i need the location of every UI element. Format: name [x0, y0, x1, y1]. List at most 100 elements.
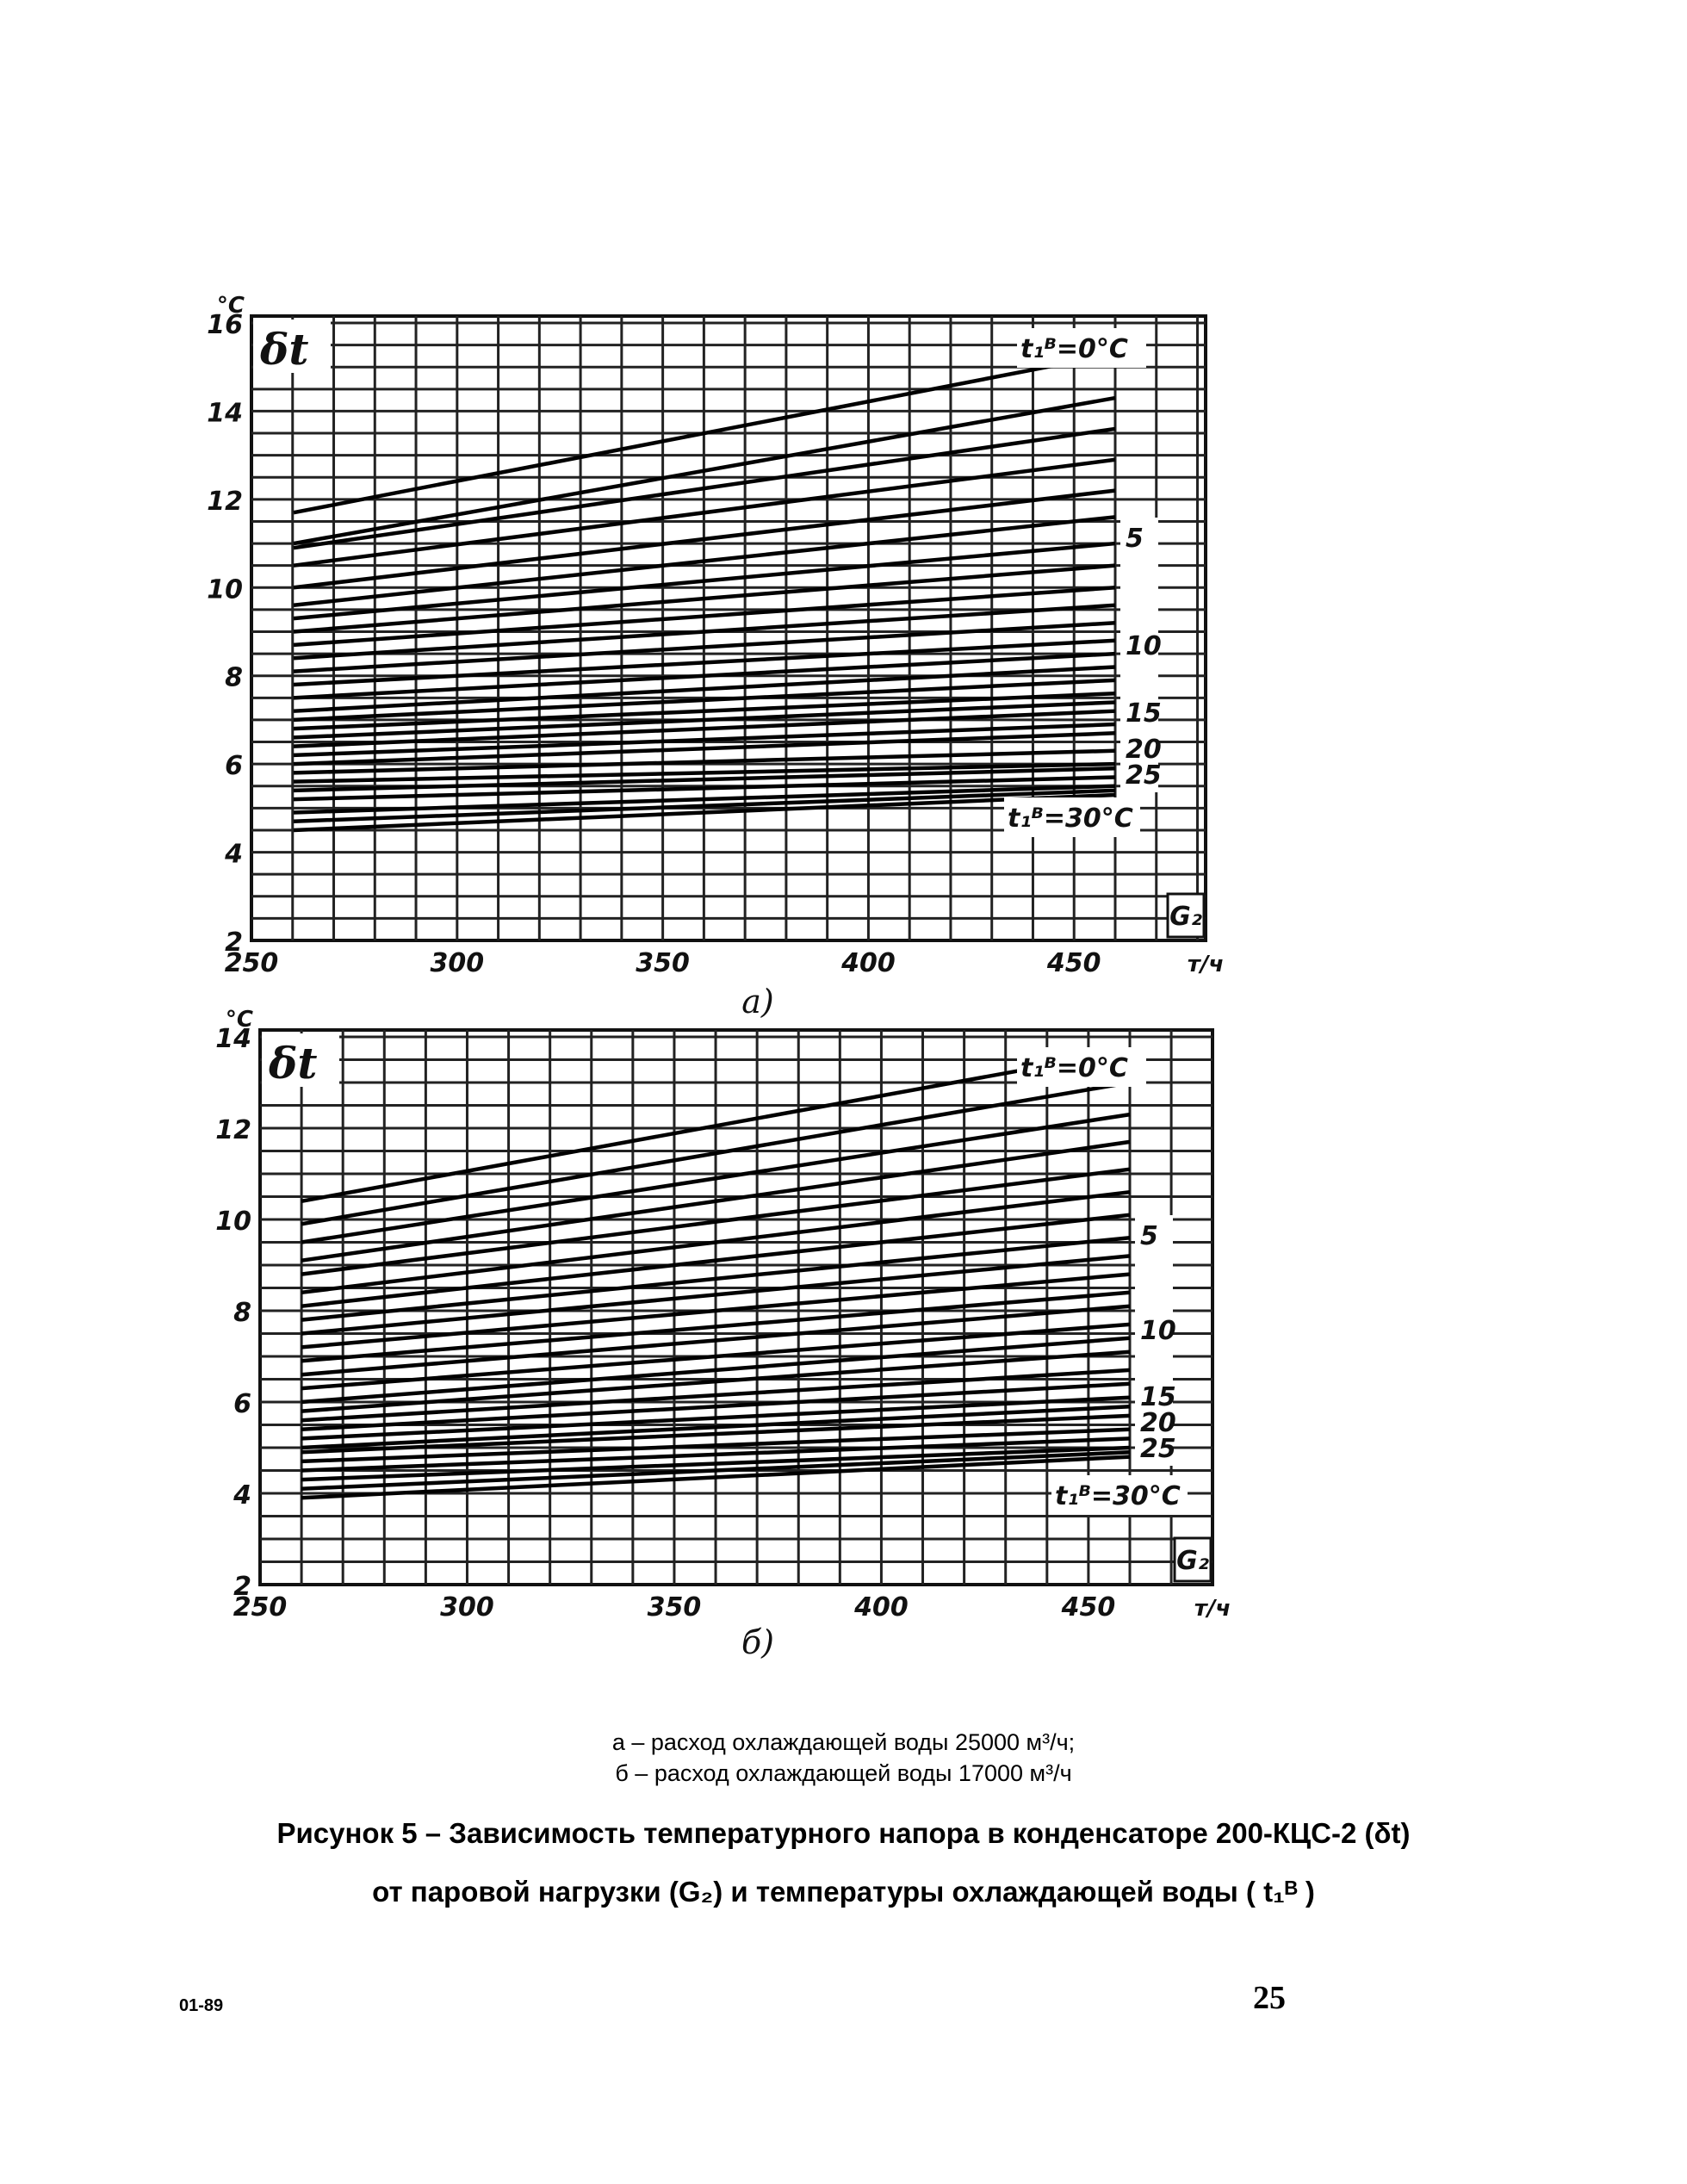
- x-tick-label: 400: [840, 948, 896, 978]
- series-line-22: [293, 761, 1116, 784]
- footer-code: 01-89: [179, 1996, 224, 2015]
- page-number: 25: [1253, 1980, 1286, 2016]
- top-label-bg: [1017, 1047, 1146, 1087]
- x-tick-label: 450: [1061, 1592, 1116, 1622]
- legend: а – расход охлаждающей воды 25000 м³/ч; …: [0, 1727, 1687, 1789]
- series-line-12: [293, 638, 1116, 687]
- series-line-10: [293, 603, 1116, 661]
- y-tick-label: 10: [215, 1207, 251, 1237]
- x-tick-label: 400: [853, 1592, 909, 1622]
- series-line-3: [301, 1112, 1131, 1244]
- x-tick-label: 350: [648, 1592, 702, 1622]
- y-label-bg: [262, 1033, 339, 1087]
- panel-label: б): [741, 1623, 774, 1661]
- series-line-5: [293, 488, 1116, 590]
- series-line-18: [301, 1395, 1131, 1441]
- series-line-26: [293, 788, 1116, 823]
- right-series-label: 20: [1140, 1408, 1176, 1438]
- x-tick-label: 250: [225, 948, 279, 978]
- series-line-25: [301, 1455, 1131, 1500]
- series-line-18: [293, 709, 1116, 748]
- series-line-1: [293, 351, 1116, 515]
- legend-line-b: б – расход охлаждающей воды 17000 м³/ч: [615, 1760, 1072, 1786]
- top-series-label: t₁ᴮ=0°C: [1020, 334, 1128, 364]
- series-line-14: [301, 1336, 1131, 1405]
- series-line-11: [293, 621, 1116, 673]
- series-line-10: [301, 1272, 1131, 1349]
- series-line-21: [301, 1427, 1131, 1464]
- x-label-box: [1166, 892, 1206, 939]
- bottom-label-bg: [1004, 797, 1140, 837]
- series-line-4: [293, 457, 1116, 568]
- bottom-label-bg: [1051, 1475, 1188, 1515]
- y-tick-label: 10: [207, 574, 243, 605]
- y-tick-label: 2: [233, 1572, 251, 1602]
- series-line-16: [301, 1368, 1131, 1423]
- series-line-5: [301, 1167, 1131, 1276]
- x-tick-label: 450: [1046, 948, 1101, 978]
- series-line-11: [301, 1290, 1131, 1363]
- right-series-label: 15: [1126, 698, 1162, 729]
- series-line-19: [293, 722, 1116, 758]
- series-line-9: [301, 1254, 1131, 1336]
- series-line-24: [293, 775, 1116, 802]
- y-tick-label: 2: [225, 928, 243, 958]
- x-tick-label: 250: [233, 1592, 288, 1622]
- series-line-3: [293, 426, 1116, 550]
- x-tick-label: 350: [636, 948, 690, 978]
- series-line-20: [293, 731, 1116, 766]
- y-tick-label: 12: [215, 1115, 251, 1145]
- x-tick-label: 300: [430, 948, 484, 978]
- y-label-bg: [253, 320, 331, 373]
- right-series-label: 25: [1140, 1434, 1176, 1464]
- y-tick-label: 6: [233, 1389, 251, 1419]
- series-line-16: [293, 691, 1116, 731]
- series-line-25: [293, 784, 1116, 815]
- right-series-label: 20: [1126, 735, 1162, 765]
- y-tick-label: 8: [225, 663, 243, 693]
- right-series-label: 5: [1126, 524, 1144, 554]
- y-tick-label: 4: [233, 1480, 251, 1511]
- x-axis-label: G₂: [1176, 1546, 1209, 1576]
- plot-frame: [258, 1028, 1214, 1586]
- series-line-6: [293, 515, 1116, 608]
- series-line-14: [293, 665, 1116, 713]
- series-line-7: [293, 541, 1116, 621]
- series-line-23: [301, 1445, 1131, 1482]
- plot-frame: [250, 314, 1207, 942]
- y-tick-label: 14: [215, 1024, 251, 1054]
- series-line-7: [301, 1213, 1131, 1308]
- series-line-9: [293, 586, 1116, 648]
- x-tick-label: 300: [440, 1592, 494, 1622]
- chart-b: 2 4 6 8 10 12 14 250 300 350 400 450 °C δt G₂ т/ч t₁ᴮ=0°…: [215, 1007, 1231, 1661]
- figure-caption-line2: от паровой нагрузки (G₂) и температуры о…: [372, 1876, 1315, 1908]
- x-unit-label: т/ч: [1194, 1596, 1231, 1622]
- y-axis-label: δt: [268, 1038, 317, 1089]
- y-tick-label: 14: [207, 398, 243, 428]
- right-series-label: 10: [1140, 1316, 1176, 1346]
- top-label-bg: [1017, 328, 1146, 368]
- right-labels-bg: [1135, 1215, 1173, 1466]
- series-line-4: [301, 1139, 1131, 1263]
- series-line-12: [301, 1304, 1131, 1377]
- chart-a: 2 4 6 8 10 12 14 16 250 300 350 400 450 °C δt G₂ т/ч t₁ᴮ=…: [207, 293, 1224, 1021]
- series-line-15: [301, 1349, 1131, 1413]
- figure-caption-line1: Рисунок 5 – Зависимость температурного н…: [276, 1817, 1411, 1849]
- right-series-label: 5: [1140, 1221, 1158, 1251]
- series-line-8: [293, 563, 1116, 634]
- y-tick-label: 4: [224, 840, 243, 870]
- y-tick-label: 8: [233, 1298, 251, 1328]
- series-line-27: [293, 792, 1116, 833]
- right-series-label: 25: [1126, 760, 1162, 791]
- y-tick-label: 16: [207, 310, 243, 340]
- bottom-series-label: t₁ᴮ=30°C: [1055, 1481, 1181, 1511]
- y-tick-label: 12: [207, 487, 243, 517]
- x-unit-label: т/ч: [1188, 952, 1224, 977]
- series-line-17: [293, 700, 1116, 740]
- panel-label: а): [741, 983, 773, 1021]
- x-label-box: [1173, 1536, 1213, 1583]
- series-line-19: [301, 1405, 1131, 1450]
- series-line-2: [301, 1080, 1131, 1226]
- x-axis-label: G₂: [1169, 902, 1202, 932]
- right-series-label: 10: [1126, 631, 1162, 661]
